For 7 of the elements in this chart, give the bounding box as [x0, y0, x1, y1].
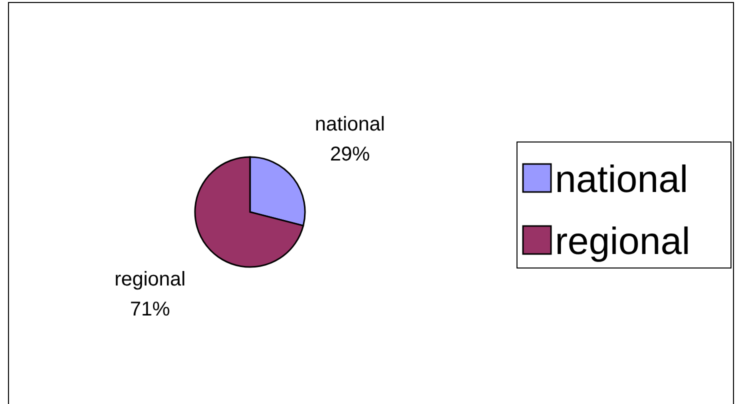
legend-label: national [555, 159, 688, 201]
legend-label: regional [555, 221, 690, 263]
data-label: 71% [130, 298, 170, 321]
slice-label: national [314, 113, 385, 136]
slice-label: regional [114, 268, 186, 291]
data-label: 29% [330, 143, 370, 166]
pie-slice [194, 156, 304, 268]
